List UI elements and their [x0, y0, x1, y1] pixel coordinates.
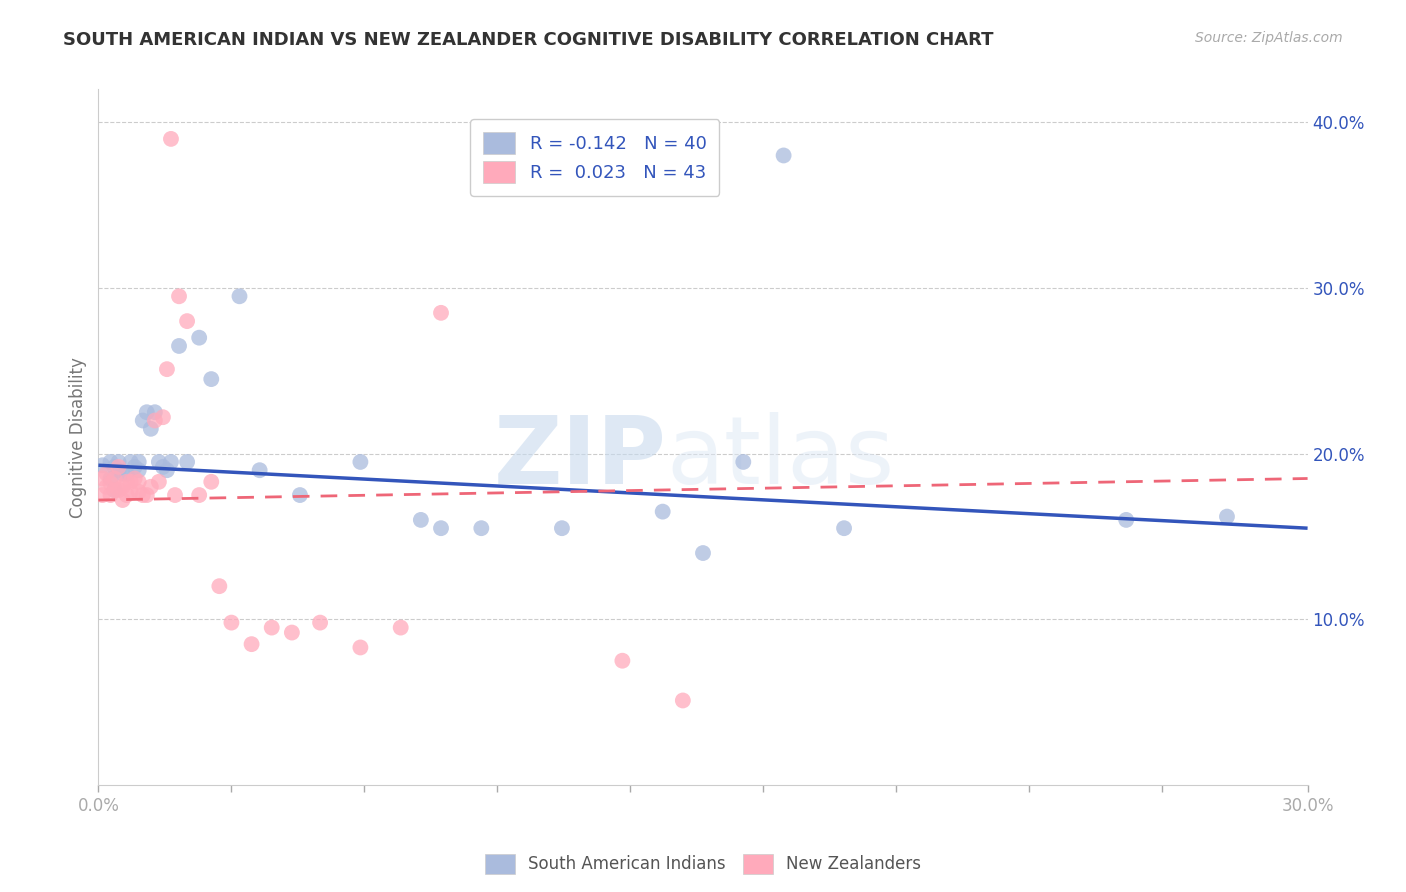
Point [91, 458, 114, 473]
Point [309, 615, 332, 630]
Point [143, 405, 166, 419]
Point [107, 455, 129, 469]
Point [470, 521, 492, 535]
Point [124, 471, 146, 485]
Point [100, 455, 122, 469]
Point [143, 413, 166, 427]
Point [152, 410, 174, 425]
Point [228, 289, 250, 303]
Point [100, 476, 122, 491]
Point [128, 475, 150, 489]
Point [260, 621, 283, 635]
Point [163, 488, 186, 502]
Point [139, 480, 162, 494]
Point [96, 480, 118, 494]
Point [240, 637, 263, 651]
Point [733, 455, 755, 469]
Point [249, 463, 271, 477]
Point [409, 513, 432, 527]
Y-axis label: Cognitive Disability: Cognitive Disability [69, 357, 87, 517]
Point [120, 484, 142, 499]
Point [103, 471, 125, 485]
Point [103, 483, 125, 497]
Point [160, 455, 183, 469]
Point [188, 331, 211, 345]
Point [160, 132, 183, 146]
Point [200, 475, 222, 489]
Point [148, 475, 170, 489]
Point [148, 455, 170, 469]
Point [167, 339, 190, 353]
Point [772, 148, 794, 162]
Point [91, 471, 114, 485]
Point [349, 455, 371, 469]
Point [430, 306, 453, 320]
Text: atlas: atlas [666, 412, 896, 504]
Point [115, 488, 138, 502]
Point [111, 467, 134, 481]
Point [208, 579, 231, 593]
Point [1115, 513, 1137, 527]
Point [111, 480, 134, 494]
Point [107, 459, 129, 474]
Point [389, 621, 412, 635]
Point [288, 488, 311, 502]
Point [651, 505, 673, 519]
Text: ZIP: ZIP [494, 412, 666, 504]
Point [832, 521, 855, 535]
Point [100, 471, 122, 485]
Text: Source: ZipAtlas.com: Source: ZipAtlas.com [1195, 31, 1343, 45]
Point [115, 467, 138, 481]
Point [1216, 509, 1239, 524]
Point [91, 488, 114, 502]
Point [132, 413, 155, 427]
Point [176, 314, 198, 328]
Point [107, 483, 129, 497]
Point [349, 640, 371, 655]
Point [152, 459, 174, 474]
Point [176, 455, 198, 469]
Point [221, 615, 243, 630]
Point [672, 693, 695, 707]
Point [135, 488, 157, 502]
Point [107, 463, 129, 477]
Point [188, 488, 211, 502]
Legend: South American Indians, New Zealanders: South American Indians, New Zealanders [474, 842, 932, 886]
Point [156, 362, 179, 376]
Point [135, 405, 157, 419]
Point [132, 488, 155, 502]
Point [111, 493, 134, 508]
Point [120, 455, 142, 469]
Point [281, 625, 304, 640]
Text: SOUTH AMERICAN INDIAN VS NEW ZEALANDER COGNITIVE DISABILITY CORRELATION CHART: SOUTH AMERICAN INDIAN VS NEW ZEALANDER C… [63, 31, 994, 49]
Point [100, 488, 122, 502]
Point [200, 372, 222, 386]
Point [103, 483, 125, 497]
Point [120, 475, 142, 489]
Point [128, 455, 150, 469]
Point [612, 654, 634, 668]
Point [128, 484, 150, 499]
Point [115, 475, 138, 489]
Point [103, 459, 125, 474]
Point [124, 459, 146, 474]
Point [139, 422, 162, 436]
Point [692, 546, 714, 560]
Point [430, 521, 453, 535]
Point [156, 463, 179, 477]
Point [96, 467, 118, 481]
Point [128, 463, 150, 477]
Point [167, 289, 190, 303]
Point [551, 521, 574, 535]
